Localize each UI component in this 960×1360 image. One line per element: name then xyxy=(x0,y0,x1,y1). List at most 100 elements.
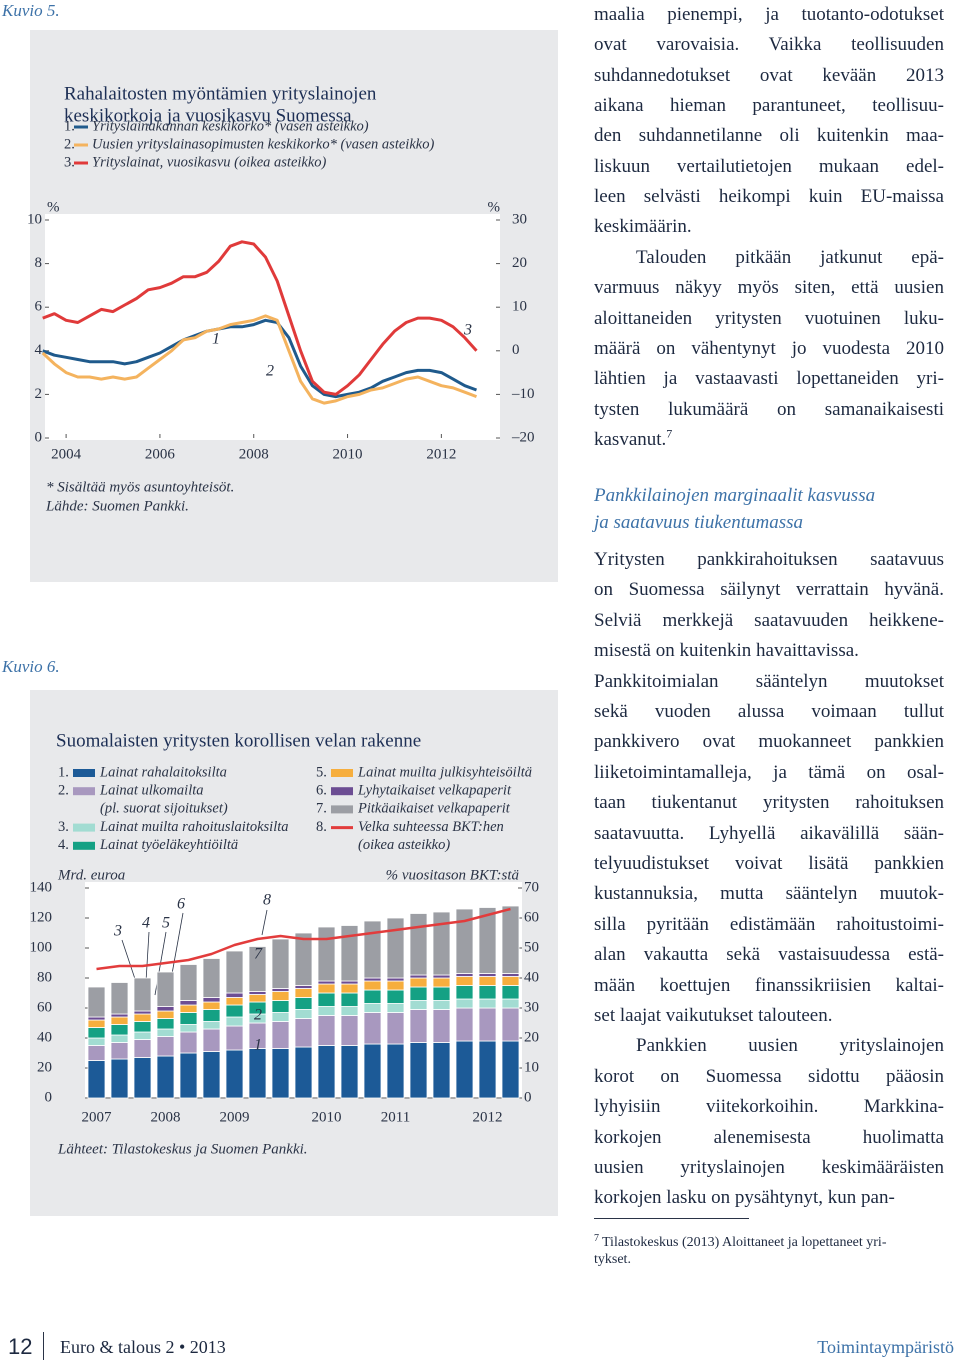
bar-segment xyxy=(179,1004,198,1013)
bar-segment xyxy=(133,1013,152,1022)
y-axis-label: % xyxy=(47,199,60,215)
bar-segment xyxy=(501,985,520,1000)
text-line: set laajat vaikutukset talouteen. xyxy=(594,1005,833,1026)
text-line: pankkivero ovat muokanneet pankkien xyxy=(594,731,944,753)
bar-segment xyxy=(225,1025,244,1051)
bar-segment xyxy=(225,1004,244,1018)
bar-segment xyxy=(340,983,359,994)
bar-segment xyxy=(317,983,336,994)
legend-key: 7. xyxy=(316,801,327,817)
y-tick-label: 40 xyxy=(37,1029,52,1045)
chart-title: Rahalaitosten myöntämien yrityslainojen xyxy=(64,83,377,104)
series-line xyxy=(96,907,511,971)
bar-segment xyxy=(133,977,152,1012)
bar-segment xyxy=(478,985,497,1000)
annotation: 1 xyxy=(254,1037,262,1054)
annotation: 2 xyxy=(254,1007,262,1024)
bar-segment xyxy=(87,1037,106,1046)
bar-segment xyxy=(225,1049,244,1099)
bar-segment xyxy=(110,1058,129,1099)
bar-segment xyxy=(501,905,520,974)
x-tick-label: 2008 xyxy=(239,446,269,462)
text-line: lähtien ja vastaavasti lopettaneiden yri… xyxy=(594,368,944,390)
y2-tick-label: 60 xyxy=(524,909,539,925)
bar-segment xyxy=(317,1045,336,1099)
figure-label: Kuvio 6. xyxy=(1,657,60,676)
legend-label: Lyhytaikaiset velkapaperit xyxy=(357,783,512,799)
bar-segment xyxy=(432,974,451,979)
bar-segment xyxy=(133,1057,152,1099)
bar-segment xyxy=(294,1009,313,1019)
footnote-text: Tilastokeskus (2013) Aloittaneet ja lope… xyxy=(602,1235,887,1250)
y-tick-label: 20 xyxy=(37,1059,52,1075)
bar-segment xyxy=(87,1019,106,1028)
bar-segment xyxy=(271,938,290,989)
y-tick-label: 60 xyxy=(37,999,52,1015)
text-line: lyhyisiin viitekorkoihin. Markkina- xyxy=(594,1096,944,1118)
chart-title: keskikorkoja ja vuosikasvu Suomessa xyxy=(64,105,352,126)
bar-segment xyxy=(432,1000,451,1010)
text-line: silla pyritään edistämään rahoitustoimi- xyxy=(594,913,944,935)
publication: Euro & talous 2 • 2013 xyxy=(60,1337,226,1357)
y2-tick-label: 0 xyxy=(512,342,520,358)
bar-segment xyxy=(386,1012,405,1045)
bar-segment xyxy=(156,1036,175,1057)
y-tick-label: 2 xyxy=(35,386,43,402)
bar-segment xyxy=(409,913,428,976)
bar-segment xyxy=(179,1000,198,1006)
bar-segment xyxy=(317,1006,336,1016)
text-line: on Suomessa säilynyt verrattain hyvänä. xyxy=(594,579,944,601)
x-tick-label: 2006 xyxy=(145,446,176,462)
bar-segment xyxy=(202,958,221,998)
bar-segment xyxy=(110,1042,129,1060)
bar-segment xyxy=(386,1003,405,1013)
annotation: 8 xyxy=(263,892,271,909)
footnote-line: 7 Tilastokeskus (2013) Aloittaneet ja lop… xyxy=(594,1234,944,1251)
bar-segment xyxy=(340,1015,359,1046)
y-tick-label: 140 xyxy=(30,879,53,895)
text-line: Pankkien uusien yrityslainojen xyxy=(636,1035,944,1057)
legend-label: Lainat muilta julkisyhteisöiltä xyxy=(357,764,532,780)
bar-segment xyxy=(501,1007,520,1042)
bar-segment xyxy=(363,980,382,991)
text-line: misestä on kuitenkin havaittavissa. xyxy=(594,640,859,662)
bar-segment xyxy=(202,1051,221,1099)
bar-segment xyxy=(409,974,428,979)
text-line: liiketoimintamalleja, ja tämä on osal- xyxy=(594,761,944,783)
bar-segment xyxy=(455,998,474,1009)
x-tick-label: 2008 xyxy=(151,1109,181,1125)
footnote-ref: 7 xyxy=(666,426,673,441)
legend-key: 4. xyxy=(58,837,69,853)
y-tick-label: 0 xyxy=(35,429,43,445)
x-tick-label: 2012 xyxy=(426,446,456,462)
bar-segment xyxy=(478,1007,497,1042)
bar-segment xyxy=(133,1010,152,1015)
bar-segment xyxy=(478,976,497,986)
legend-label: Lainat työeläkeyhtiöiltä xyxy=(99,837,238,853)
text-line: taan tiukentanut yritysten rahoituksen xyxy=(594,792,944,814)
text-line: korkojen lasku on pysähtynyt, kun pan- xyxy=(594,1187,895,1209)
legend-swatch xyxy=(73,823,95,832)
bar-segment xyxy=(363,977,382,982)
x-tick-label: 2004 xyxy=(51,446,82,462)
annotation: 1 xyxy=(212,331,220,348)
bar-segment xyxy=(455,1040,474,1099)
bar-segment xyxy=(363,1012,382,1045)
text-line: aloittaneiden yritysten vuotuinen luku- xyxy=(594,307,944,329)
bar-segment xyxy=(225,950,244,994)
figure-note: Lähde: Suomen Pankki. xyxy=(45,498,189,514)
legend-label: (oikea asteikko) xyxy=(358,837,450,853)
legend-key: 1. xyxy=(58,764,69,780)
text-line: sekä vuoden alussa voimaan tullut xyxy=(594,701,944,722)
bar-segment xyxy=(432,977,451,988)
text-line: den suhdannetilanne oli kuitenkin maa- xyxy=(594,125,944,147)
bar-segment xyxy=(409,986,428,1001)
bar-segment xyxy=(133,1021,152,1033)
figure-note: * Sisältää myös asuntoyhteisöt. xyxy=(46,479,234,495)
y2-tick-label: 40 xyxy=(524,969,539,985)
bar-segment xyxy=(110,982,129,1015)
y-tick-label: 0 xyxy=(45,1089,53,1105)
bar-segment xyxy=(248,994,267,1003)
bar-segment xyxy=(156,1055,175,1099)
bar-segment xyxy=(340,1006,359,1016)
